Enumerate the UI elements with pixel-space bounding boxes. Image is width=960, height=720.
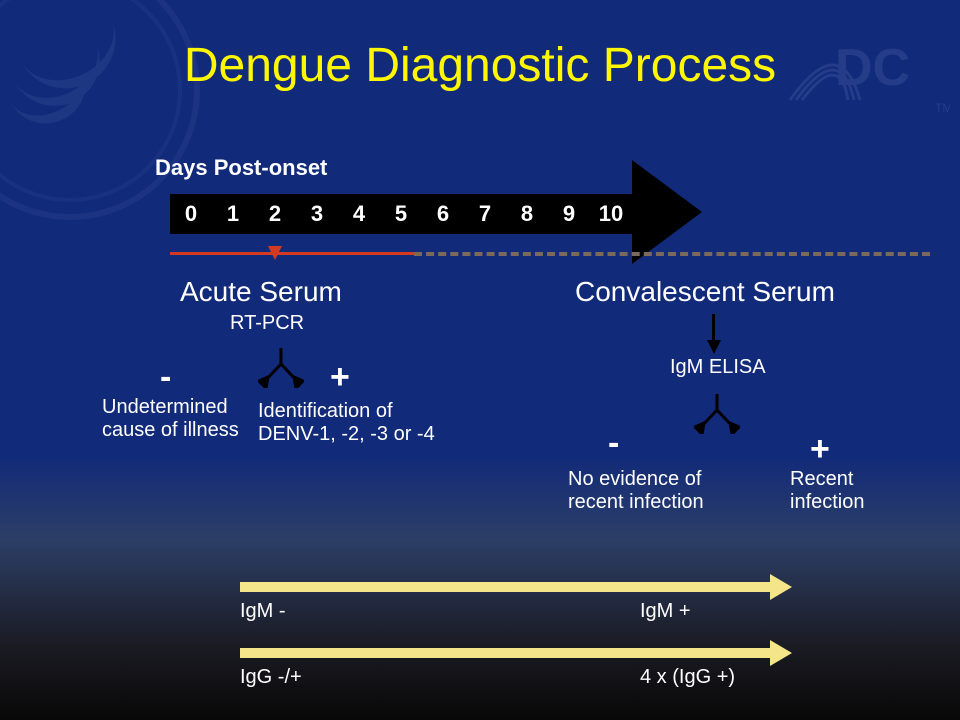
timeline-tick: 1 (212, 201, 254, 227)
acute-serum-heading: Acute Serum (180, 276, 342, 308)
igg-arrow-right-label: 4 x (IgG +) (640, 666, 735, 689)
hhs-seal-watermark (0, 0, 200, 220)
igg-arrow (240, 648, 770, 658)
igm-elisa-label: IgM ELISA (670, 356, 766, 379)
timeline-tick: 5 (380, 201, 422, 227)
rt-pcr-label: RT-PCR (230, 312, 304, 335)
igg-arrow-left-label: IgG -/+ (240, 666, 302, 689)
timeline-tick: 8 (506, 201, 548, 227)
acute-sample-marker (268, 246, 282, 260)
timeline-tick: 3 (296, 201, 338, 227)
igm-positive-sign: + (810, 430, 830, 469)
igm-arrow (240, 582, 770, 592)
timeline-tick: 10 (590, 201, 632, 227)
rt-pcr-negative-sign: - (160, 358, 171, 397)
convalescent-serum-heading: Convalescent Serum (575, 276, 835, 308)
convalescent-dash-line (414, 252, 930, 256)
timeline-tick: 6 (422, 201, 464, 227)
igm-arrow-right-label: IgM + (640, 600, 691, 623)
timeline-tick: 2 (254, 201, 296, 227)
conv-down-arrowhead (707, 340, 721, 354)
acute-phase-red-line (170, 252, 414, 255)
timeline-tick: 9 (548, 201, 590, 227)
rt-pcr-positive-text: Identification ofDENV-1, -2, -3 or -4 (258, 400, 435, 446)
timeline-tick: 7 (464, 201, 506, 227)
rt-pcr-negative-text: Undeterminedcause of illness (102, 396, 239, 442)
igm-elisa-branch-icon (694, 394, 740, 434)
days-post-onset-label: Days Post-onset (155, 155, 327, 181)
rt-pcr-positive-sign: + (330, 358, 350, 397)
timeline-tick: 0 (170, 201, 212, 227)
igm-arrow-left-label: IgM - (240, 600, 286, 623)
conv-down-stem (712, 314, 715, 342)
svg-text:TM: TM (935, 101, 950, 115)
rt-pcr-branch-icon (258, 348, 304, 388)
timeline-tick: 4 (338, 201, 380, 227)
timeline-arrowhead (632, 160, 702, 264)
timeline-bar: 012345678910 (170, 194, 632, 234)
igm-positive-text: Recentinfection (790, 468, 865, 514)
igm-negative-sign: - (608, 424, 619, 463)
slide-title: Dengue Diagnostic Process (0, 38, 960, 93)
igm-negative-text: No evidence ofrecent infection (568, 468, 704, 514)
